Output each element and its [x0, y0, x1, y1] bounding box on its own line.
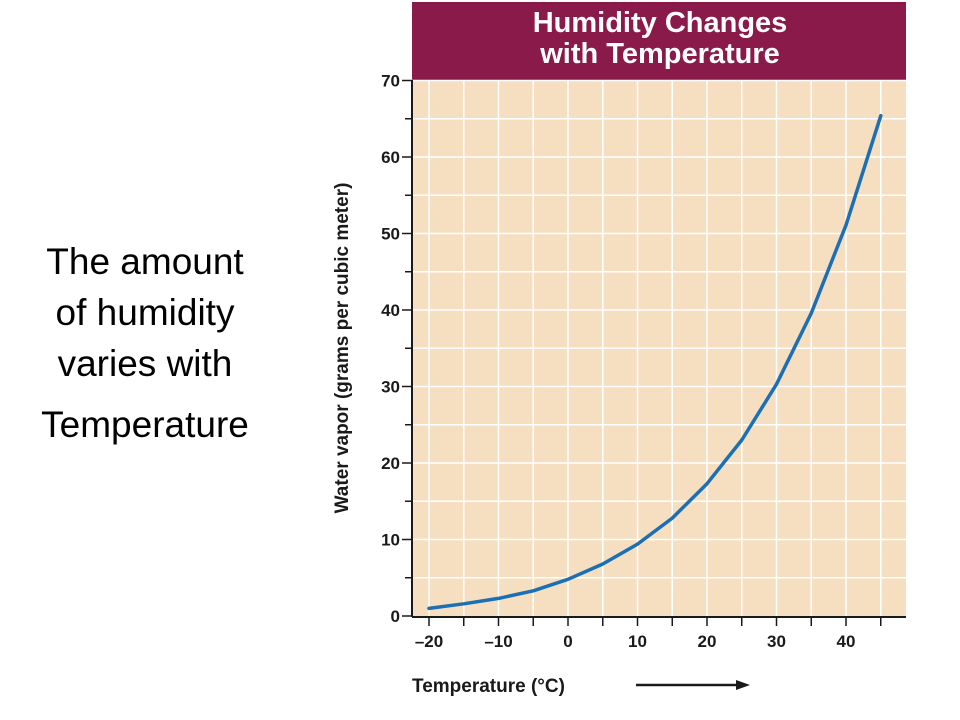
- y-tick-label: 30: [381, 378, 400, 397]
- arrow-head: [736, 680, 750, 690]
- y-axis-label: Water vapor (grams per cubic meter): [332, 183, 353, 514]
- y-tick-label: 40: [381, 301, 400, 320]
- x-tick-label: 10: [628, 632, 647, 651]
- y-tick-label: 20: [381, 454, 400, 473]
- x-axis-label: Temperature (°C): [412, 676, 565, 697]
- x-tick-label: –10: [484, 632, 512, 651]
- y-axis-ticks: 0 10 20 30 40 50 60 70: [381, 72, 412, 626]
- series-line: [427, 113, 883, 611]
- chart-title: Humidity Changes: [533, 7, 788, 39]
- caption-line: The amount: [46, 241, 244, 282]
- y-tick-label: 70: [381, 72, 400, 91]
- y-tick-label: 10: [381, 531, 400, 550]
- caption-line: of humidity: [55, 292, 235, 333]
- chart-title-banner: [412, 2, 906, 80]
- x-axis-arrow: [636, 680, 750, 690]
- y-tick-label: 0: [391, 607, 400, 626]
- x-tick-label: 40: [837, 632, 856, 651]
- x-tick-label: 30: [767, 632, 786, 651]
- caption-line: varies with: [57, 343, 233, 384]
- x-tick-label: 20: [698, 632, 717, 651]
- x-axis-ticks: –20 –10 0 10 20 30 40: [415, 617, 882, 651]
- chart-title: with Temperature: [539, 38, 780, 70]
- x-tick-label: –20: [415, 632, 443, 651]
- y-tick-label: 60: [381, 148, 400, 167]
- y-tick-label: 50: [381, 225, 400, 244]
- caption-text: The amount of humidity varies with Tempe…: [0, 236, 290, 450]
- plot-area: [411, 79, 906, 618]
- x-tick-label: 0: [563, 632, 572, 651]
- caption-line: Temperature: [41, 404, 249, 445]
